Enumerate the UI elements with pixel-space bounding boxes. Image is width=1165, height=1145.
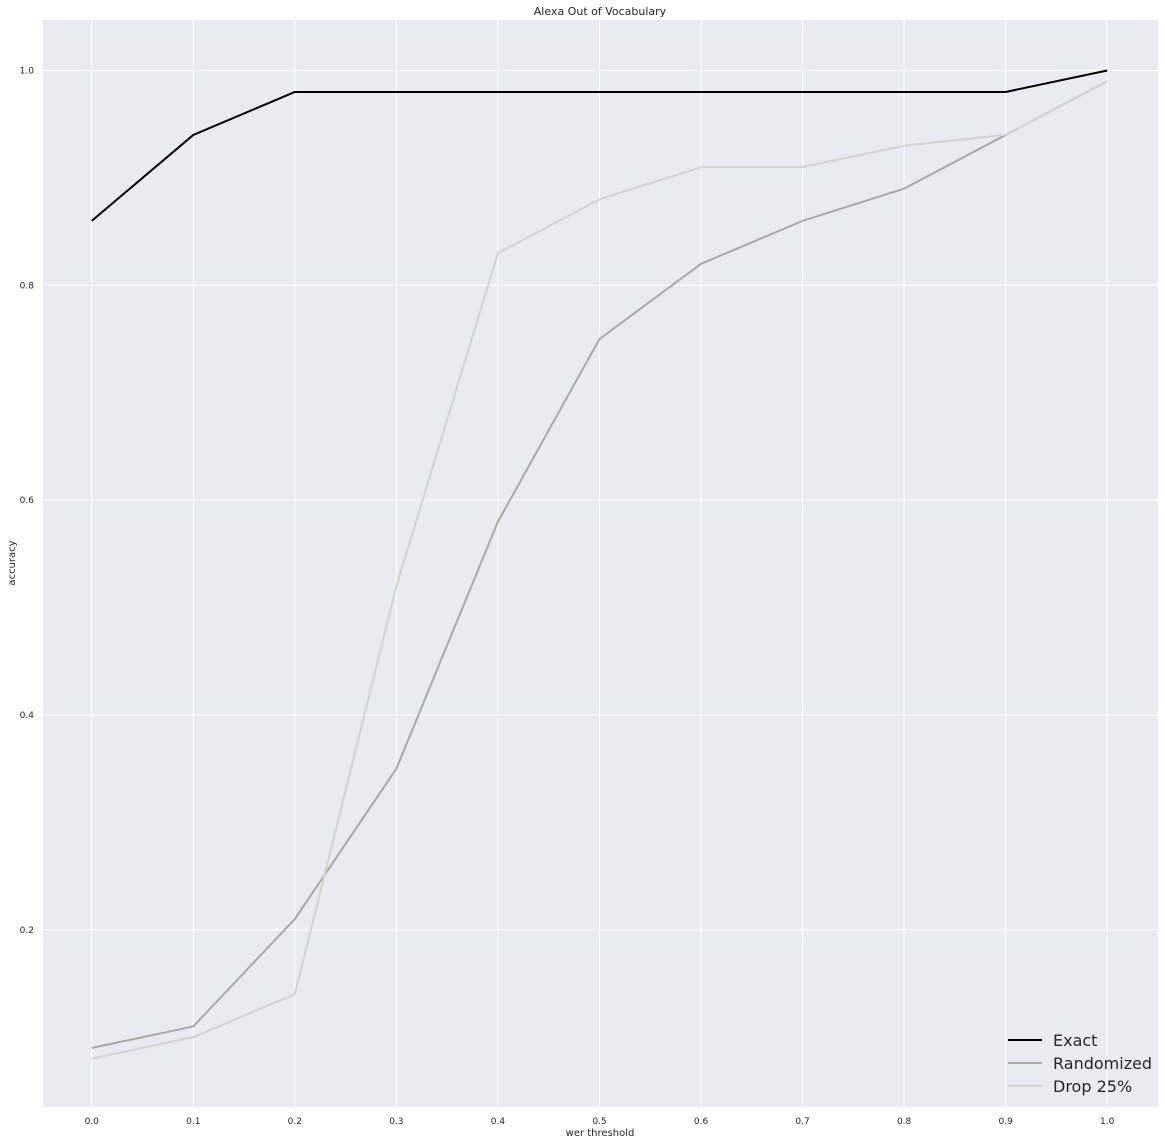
chart-title: Alexa Out of Vocabulary xyxy=(534,5,667,18)
series-line-drop-25- xyxy=(91,80,1108,1060)
tick-labels: 0.0 0.1 0.2 0.3 0.4 0.5 0.6 0.7 0.8 0.9 1.0 0.2 0.4 0… xyxy=(20,66,1115,1127)
legend-label: Randomized xyxy=(1053,1054,1152,1073)
series-lines xyxy=(91,69,1108,1060)
y-axis-label: accuracy xyxy=(7,540,18,585)
series-line-randomized xyxy=(91,80,1108,1049)
x-tick-label: 0.6 xyxy=(694,1117,709,1127)
y-tick-label: 0.2 xyxy=(20,926,34,936)
y-tick-label: 0.6 xyxy=(20,496,35,506)
legend-label: Drop 25% xyxy=(1053,1077,1132,1096)
series-line-exact xyxy=(91,69,1108,222)
x-tick-label: 0.3 xyxy=(389,1117,403,1127)
x-tick-label: 0.5 xyxy=(592,1117,606,1127)
x-axis-label: wer threshold xyxy=(566,1128,635,1139)
legend: Exact Randomized Drop 25% xyxy=(1008,1031,1152,1096)
x-tick-label: 0.2 xyxy=(288,1117,302,1127)
x-tick-label: 0.0 xyxy=(85,1117,100,1127)
x-tick-label: 0.8 xyxy=(897,1117,912,1127)
x-tick-label: 0.4 xyxy=(491,1117,506,1127)
x-tick-label: 0.7 xyxy=(795,1117,809,1127)
y-tick-label: 0.4 xyxy=(20,711,35,721)
legend-label: Exact xyxy=(1053,1031,1097,1050)
plot-area xyxy=(43,20,1158,1107)
y-tick-label: 0.8 xyxy=(20,281,35,291)
grid xyxy=(43,20,1158,1107)
x-tick-label: 0.1 xyxy=(186,1117,200,1127)
x-tick-label: 1.0 xyxy=(1100,1117,1115,1127)
x-tick-label: 0.9 xyxy=(999,1117,1014,1127)
y-tick-label: 1.0 xyxy=(20,66,35,76)
